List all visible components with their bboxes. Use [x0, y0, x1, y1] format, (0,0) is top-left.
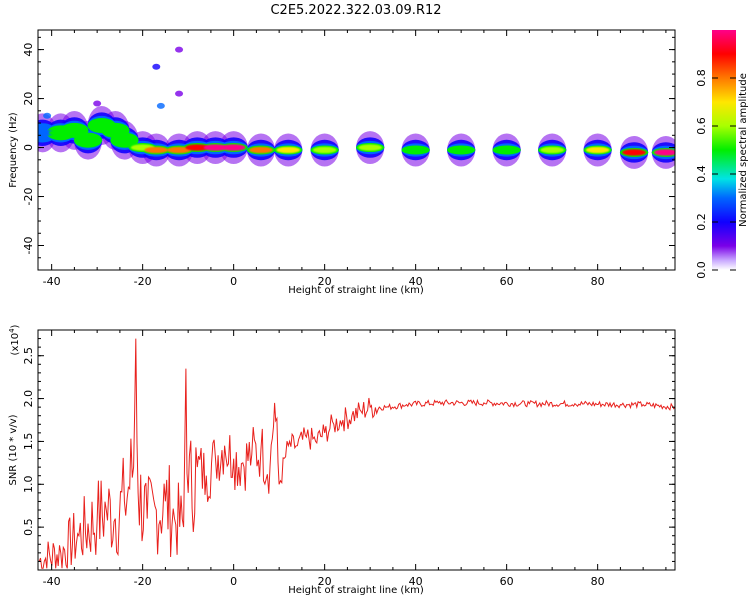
spectrogram-core: [403, 146, 428, 154]
spectrogram-core: [585, 146, 610, 154]
y-tick-label: -20: [22, 188, 35, 206]
x-tick-label: -40: [43, 575, 61, 588]
spectrogram-core: [103, 127, 128, 134]
x-tick-label: 20: [318, 575, 332, 588]
colorbar-tick-label: 0.2: [695, 213, 708, 231]
colorbar-title: Normalized spectral amplitude: [738, 73, 749, 227]
y-tick-label: 1.0: [22, 476, 35, 494]
y-tick-label: 2.0: [22, 390, 35, 408]
spectrogram-core: [249, 146, 273, 154]
spectrogram-core: [203, 144, 228, 151]
spectrogram-image: [38, 46, 675, 169]
spectrogram-core: [144, 146, 169, 154]
y-tick-label: 0.5: [22, 518, 35, 536]
spectrogram-core: [89, 122, 114, 129]
x-tick-label: 20: [318, 275, 332, 288]
x-tick-label: 80: [591, 575, 605, 588]
colorbar: 0.0 0.2 0.4 0.6 0.8 Normalized spectral ampl…: [695, 30, 749, 279]
x-tick-label: 60: [500, 575, 514, 588]
x-tick-label: 60: [500, 275, 514, 288]
snr-x-axis-title: Height of straight line (km): [288, 585, 424, 596]
spectrogram-outlier: [93, 100, 102, 107]
spectrogram-core: [112, 137, 137, 144]
spectrogram-core: [449, 146, 473, 154]
spectrogram-core: [358, 144, 382, 151]
spectrogram-outlier: [175, 90, 184, 97]
y-tick-label: 40: [22, 43, 35, 57]
spectrogram-outlier: [152, 63, 161, 70]
snr-panel: -40 -20 0 20 40 60 80 0.5 1.0 1.5 2.0 2.5 Height o…: [8, 324, 676, 596]
colorbar-tick-label: 0.0: [695, 261, 708, 279]
snr-x-axis: -40 -20 0 20 40 60 80: [43, 330, 667, 588]
spectrogram-core: [540, 146, 564, 154]
x-tick-label: -40: [43, 275, 61, 288]
x-tick-label: 40: [409, 575, 423, 588]
x-tick-label: 40: [409, 275, 423, 288]
y-tick-label: -40: [22, 237, 35, 255]
spectrogram-core: [167, 146, 191, 154]
colorbar-tick-label: 0.8: [695, 69, 708, 87]
spectrogram-outlier: [43, 112, 52, 119]
snr-series-line: [38, 338, 675, 569]
colorbar-ticks: 0.0 0.2 0.4 0.6 0.8: [695, 69, 736, 279]
spectrogram-x-axis-title: Height of straight line (km): [288, 285, 424, 296]
spectrogram-core: [38, 129, 55, 137]
y-tick-label: 0: [22, 144, 35, 151]
colorbar-tick-label: 0.4: [695, 165, 708, 183]
x-tick-label: 0: [230, 575, 237, 588]
x-tick-label: -20: [134, 275, 152, 288]
spectrogram-core: [76, 137, 100, 144]
spectrogram-core: [622, 149, 646, 156]
y-tick-label: 20: [22, 92, 35, 106]
spectrogram-outlier: [175, 46, 184, 53]
spectrogram-core: [494, 146, 519, 154]
y-tick-label: 2.5: [22, 347, 35, 365]
spectrogram-frame: [37, 29, 676, 271]
spectrogram-y-axis-title: Frequency (Hz): [8, 112, 19, 188]
colorbar-gradient: [712, 30, 736, 270]
spectrogram-core: [276, 146, 301, 154]
snr-y-axis: 0.5 1.0 1.5 2.0 2.5: [22, 329, 675, 571]
colorbar-tick-label: 0.6: [695, 117, 708, 135]
spectrogram-core: [312, 146, 337, 154]
spectrogram-panel: -40 -20 0 20 40 60 80 -40 -20 0 20 40 Height of st…: [8, 29, 676, 296]
spectrogram-core: [654, 149, 675, 156]
snr-y-axis-title: SNR (10 * v/v): [8, 414, 19, 485]
spectrogram-x-axis: -40 -20 0 20 40 60 80: [43, 30, 667, 288]
spectrogram-core: [185, 144, 210, 151]
y-tick-label: 1.5: [22, 433, 35, 451]
spectrogram-y-axis: -40 -20 0 20 40: [22, 36, 675, 271]
x-tick-label: 0: [230, 275, 237, 288]
snr-y-scale-label: (x104): [8, 324, 21, 355]
chart-title: C2E5.2022.322.03.09.R12: [270, 3, 441, 18]
x-tick-label: -20: [134, 575, 152, 588]
spectrogram-core: [62, 127, 87, 134]
x-tick-label: 80: [591, 275, 605, 288]
spectrogram-core: [221, 144, 246, 151]
spectrogram-outlier: [156, 102, 165, 109]
